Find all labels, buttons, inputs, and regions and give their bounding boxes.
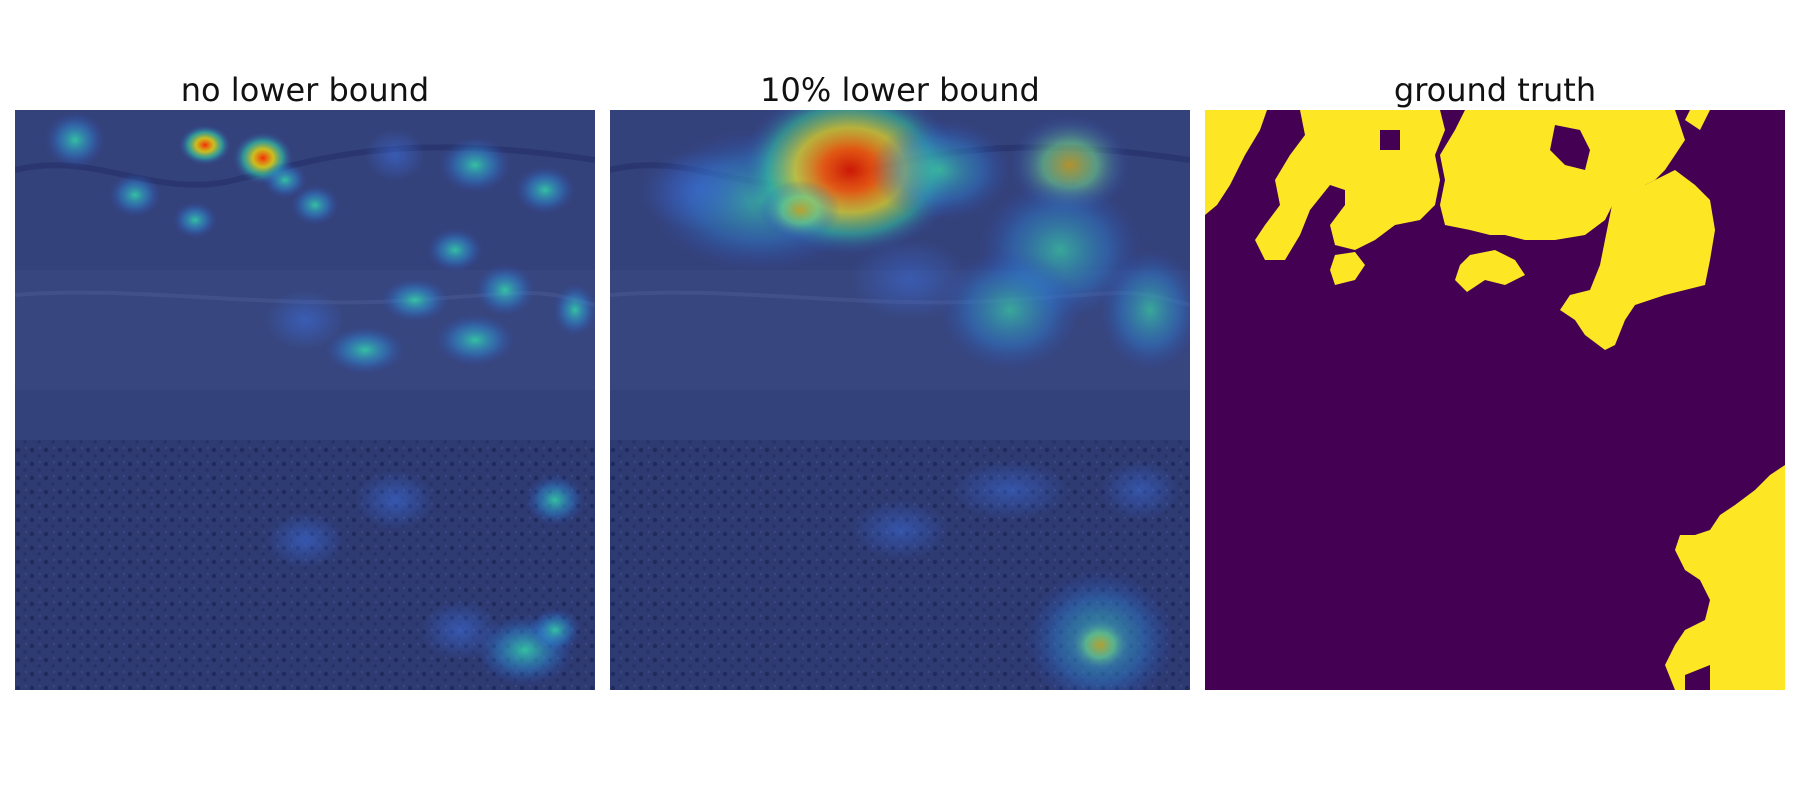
heatmap-image-10-percent-lower-bound xyxy=(610,110,1190,690)
heatmap-image-no-lower-bound xyxy=(15,110,595,690)
ground-truth-mask-panel xyxy=(1205,110,1785,690)
panel-title-10-percent-lower-bound: 10% lower bound xyxy=(760,71,1040,109)
panel-title-ground-truth: ground truth xyxy=(1393,71,1597,109)
ground-truth-mask-image xyxy=(1205,110,1785,690)
heatmap-panel-10-percent-lower-bound xyxy=(610,110,1190,690)
panel-title-no-lower-bound: no lower bound xyxy=(180,71,430,109)
ground-truth-mask-regions xyxy=(1205,110,1785,690)
heatmap-panel-no-lower-bound xyxy=(15,110,595,690)
